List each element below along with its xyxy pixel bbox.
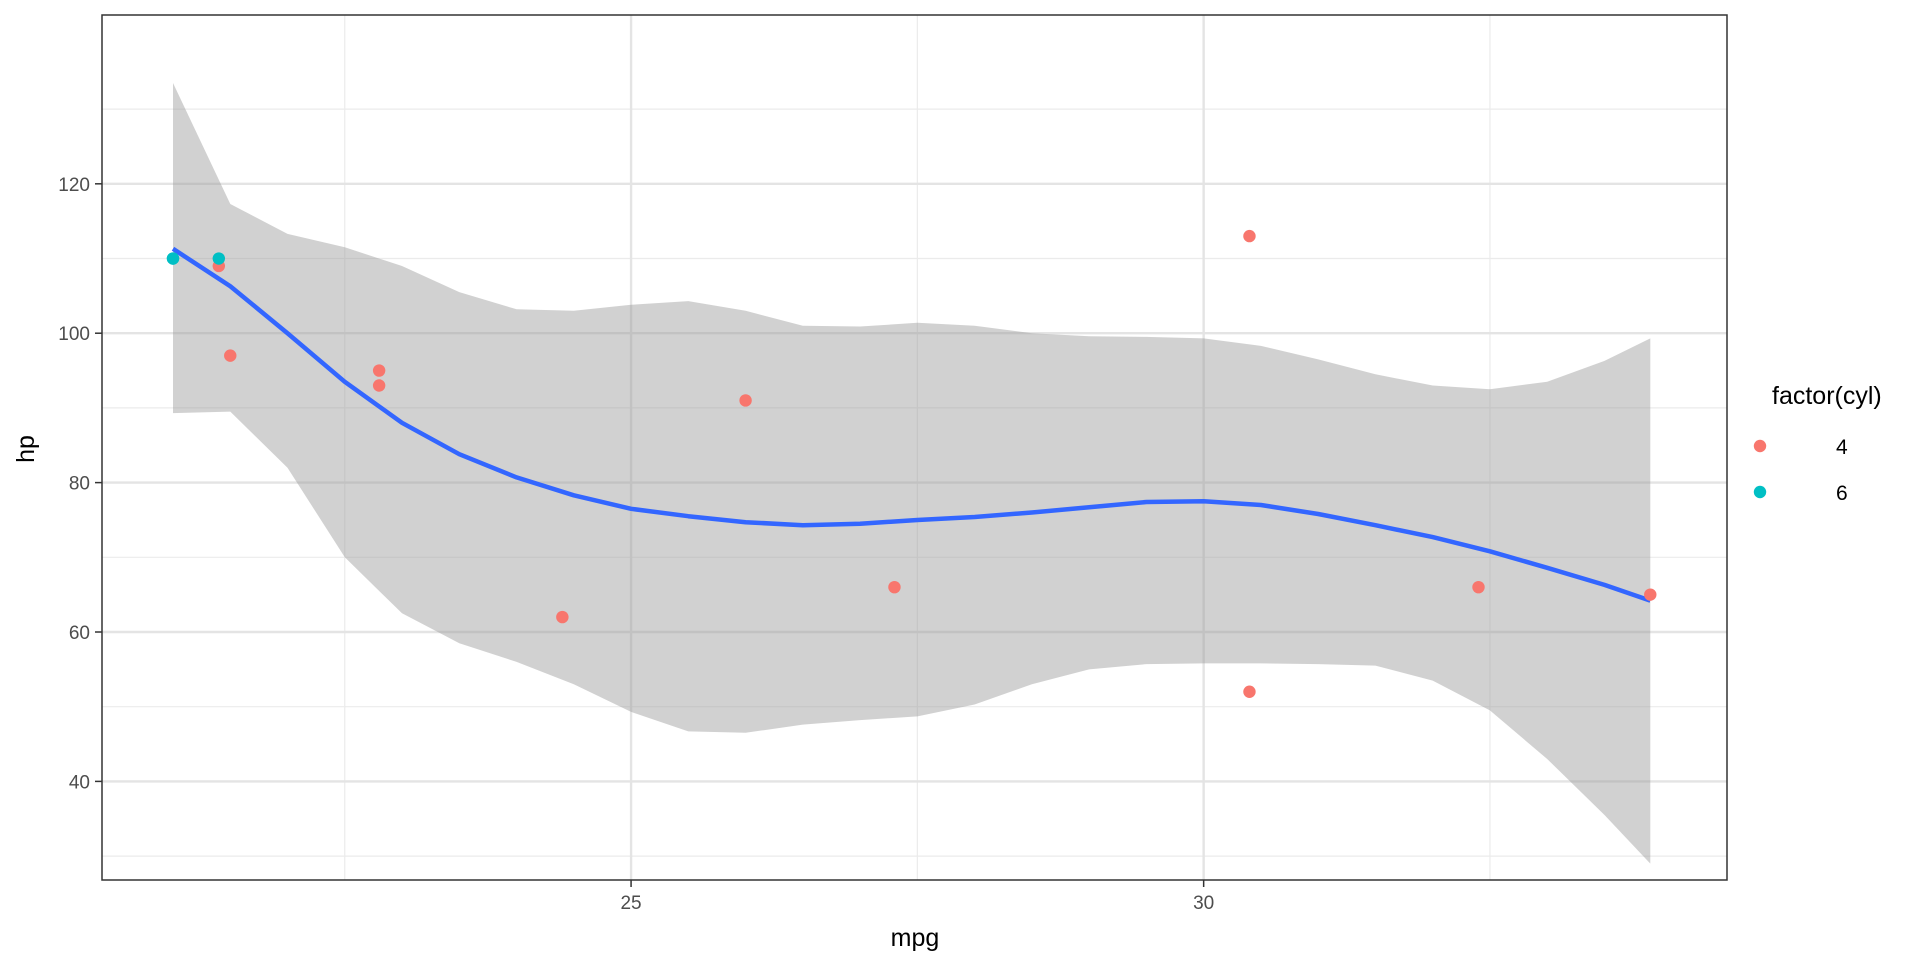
data-point-cyl-4 <box>1243 229 1256 243</box>
data-point-cyl-4 <box>888 580 901 594</box>
plot-panel-border <box>101 14 1728 881</box>
plot-panel-background <box>102 15 1727 880</box>
legend-label-6: 6 <box>1836 482 1848 505</box>
confidence-band <box>173 83 1651 864</box>
x-tick-label: 30 <box>1193 893 1214 914</box>
data-point-cyl-4 <box>556 610 569 624</box>
data-point-cyl-4 <box>1472 580 1485 594</box>
y-axis-title: hp <box>12 435 40 463</box>
data-point-cyl-6 <box>166 252 180 265</box>
legend: factor(cyl) 4 6 <box>1753 382 1882 505</box>
data-point-cyl-4 <box>372 379 386 392</box>
legend-title: factor(cyl) <box>1772 382 1882 410</box>
data-point-cyl-4 <box>224 349 237 362</box>
major-gridlines <box>102 15 1727 880</box>
data-point-cyl-4 <box>1644 588 1657 601</box>
axis-tick-labels: 25 30 40 60 80 100 120 <box>58 175 1214 914</box>
data-points <box>166 229 1657 698</box>
y-tick-label: 40 <box>69 772 90 793</box>
legend-key-6 <box>1753 485 1767 499</box>
x-axis-title: mpg <box>891 924 940 952</box>
panel-border-rect <box>101 14 1728 881</box>
axis-ticks <box>95 183 1205 887</box>
data-point-cyl-4 <box>372 364 386 377</box>
y-tick-label: 100 <box>58 324 90 345</box>
legend-label-4: 4 <box>1836 436 1848 459</box>
smooth-line <box>171 246 1652 603</box>
y-tick-label: 80 <box>69 474 90 495</box>
x-tick-label: 25 <box>620 893 641 914</box>
y-tick-label: 120 <box>58 175 90 196</box>
legend-key-4 <box>1753 439 1767 453</box>
data-point-cyl-4 <box>1243 685 1256 698</box>
minor-gridlines <box>102 15 1727 880</box>
panel-background-rect <box>102 15 1727 880</box>
confidence-ribbon <box>173 83 1651 864</box>
loess-fit-line <box>171 246 1652 603</box>
data-point-cyl-4 <box>739 394 752 407</box>
data-point-cyl-6 <box>212 252 226 265</box>
y-tick-label: 60 <box>69 623 90 644</box>
